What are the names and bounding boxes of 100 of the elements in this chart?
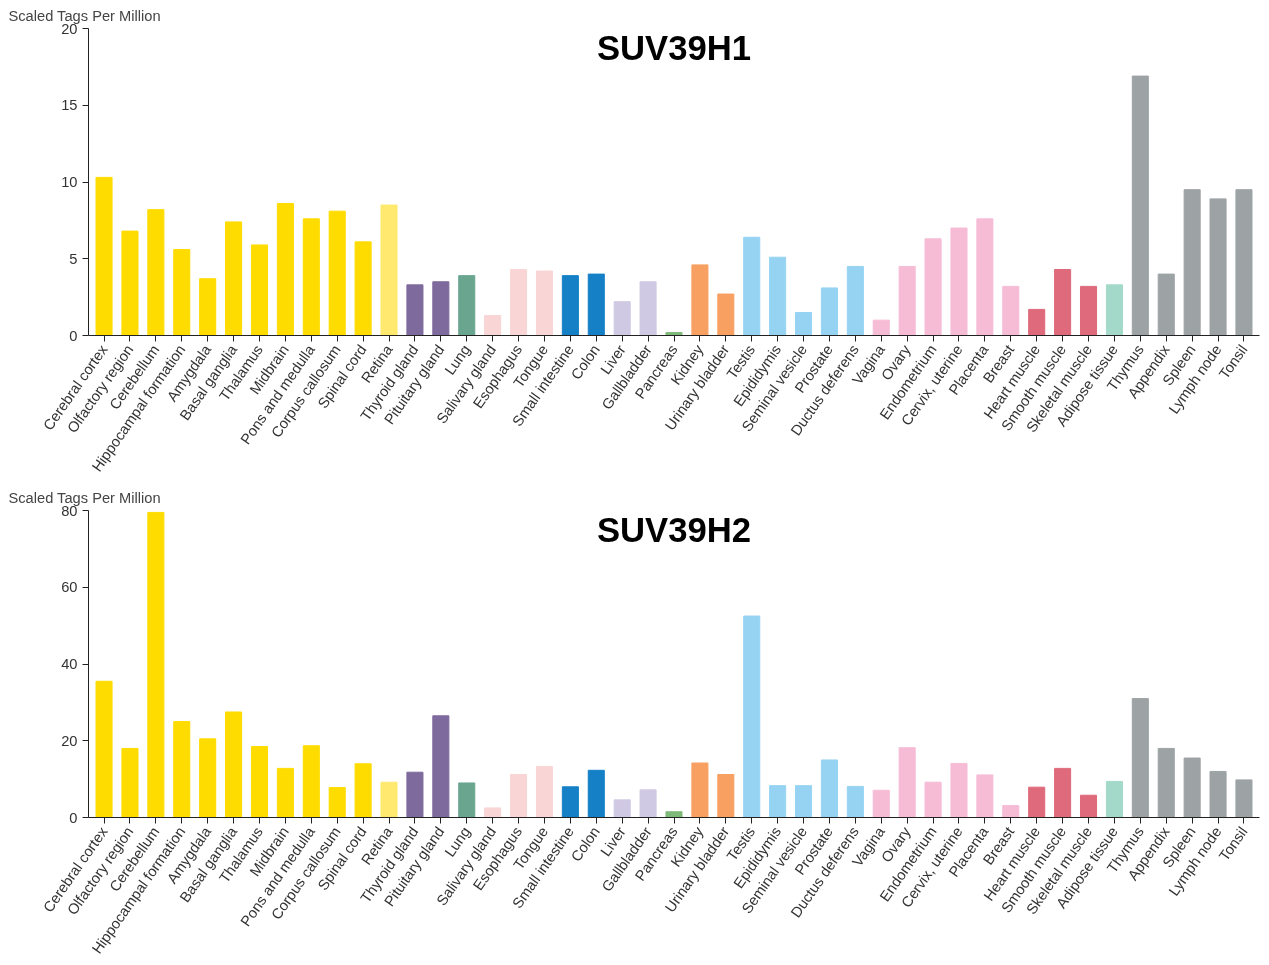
bar <box>1183 189 1201 336</box>
bar <box>95 176 113 336</box>
bar <box>820 759 838 818</box>
bar <box>1105 284 1123 336</box>
bar <box>484 807 502 818</box>
bar <box>587 273 605 336</box>
bar <box>406 771 424 818</box>
y-tick-label: 0 <box>69 809 78 826</box>
bar <box>587 769 605 818</box>
bar <box>535 270 553 336</box>
bar <box>1054 268 1072 336</box>
bar <box>872 319 890 336</box>
bar <box>561 786 579 818</box>
bar <box>380 204 398 336</box>
bar <box>458 275 476 336</box>
bar <box>173 721 191 818</box>
bar <box>898 265 916 336</box>
bar <box>147 209 165 336</box>
bar <box>1079 794 1098 818</box>
bar <box>1209 198 1227 336</box>
bar <box>535 765 553 818</box>
bar <box>769 256 787 336</box>
bar <box>717 774 735 818</box>
bar <box>561 275 579 336</box>
bar <box>432 715 450 818</box>
bar <box>147 511 165 818</box>
bar <box>432 281 450 336</box>
y-tick-label: 0 <box>69 327 78 344</box>
bar <box>354 763 372 818</box>
bar <box>510 774 528 818</box>
bar <box>173 249 191 336</box>
bar <box>406 284 424 336</box>
bar <box>225 711 243 818</box>
bar <box>950 227 968 336</box>
bar <box>250 746 269 818</box>
bar <box>1235 189 1253 336</box>
chart-title: SUV39H2 <box>596 510 752 549</box>
bar <box>1054 767 1072 818</box>
bar <box>898 747 916 818</box>
bar <box>820 287 838 336</box>
bar <box>199 278 217 336</box>
bar <box>276 202 294 336</box>
bar <box>639 789 657 818</box>
bar <box>199 738 217 818</box>
bar <box>769 785 787 818</box>
bar <box>691 264 709 336</box>
bar <box>354 241 372 336</box>
bar <box>1002 285 1020 336</box>
bar <box>1183 757 1201 818</box>
bar <box>1235 779 1253 818</box>
bar <box>1131 698 1149 818</box>
bar <box>1157 273 1175 336</box>
bar <box>639 281 657 336</box>
bar <box>95 680 113 818</box>
bar <box>1028 786 1046 818</box>
bar <box>302 218 320 336</box>
bar <box>976 218 994 336</box>
bar <box>121 747 139 818</box>
bar <box>976 774 994 818</box>
bar <box>924 781 942 818</box>
bar <box>950 762 968 818</box>
bar <box>225 221 243 336</box>
bar <box>795 311 813 336</box>
bar <box>121 230 139 336</box>
bar <box>717 293 735 336</box>
bar <box>458 782 476 818</box>
y-tick-label: 10 <box>61 174 78 190</box>
bar <box>743 236 761 336</box>
y-tick-label: 60 <box>61 579 78 596</box>
bar <box>691 762 709 818</box>
bar <box>328 787 346 818</box>
bar <box>665 811 683 818</box>
y-tick-label: 15 <box>61 97 78 114</box>
bar <box>1079 285 1098 336</box>
bar <box>1028 308 1046 336</box>
bar <box>328 210 346 336</box>
bar <box>510 268 528 336</box>
bar <box>872 789 890 818</box>
bar <box>613 799 631 818</box>
bar <box>924 238 942 336</box>
y-tick-label: 40 <box>61 656 78 672</box>
bar <box>846 785 864 818</box>
bar <box>1002 805 1020 818</box>
bar <box>484 315 502 336</box>
bar <box>276 767 294 818</box>
bar <box>1105 780 1123 818</box>
bar <box>846 265 864 336</box>
chart-title: SUV39H1 <box>596 28 752 67</box>
bar <box>665 331 683 336</box>
bar <box>613 301 631 336</box>
bar <box>743 615 761 818</box>
bar <box>1209 770 1227 818</box>
bar <box>380 781 398 818</box>
y-tick-label: 5 <box>69 250 78 267</box>
bar <box>795 785 813 818</box>
y-tick-label: 20 <box>61 732 78 749</box>
bar <box>302 745 320 818</box>
bar <box>250 244 269 336</box>
bar <box>1157 747 1175 818</box>
bar <box>1131 75 1149 336</box>
